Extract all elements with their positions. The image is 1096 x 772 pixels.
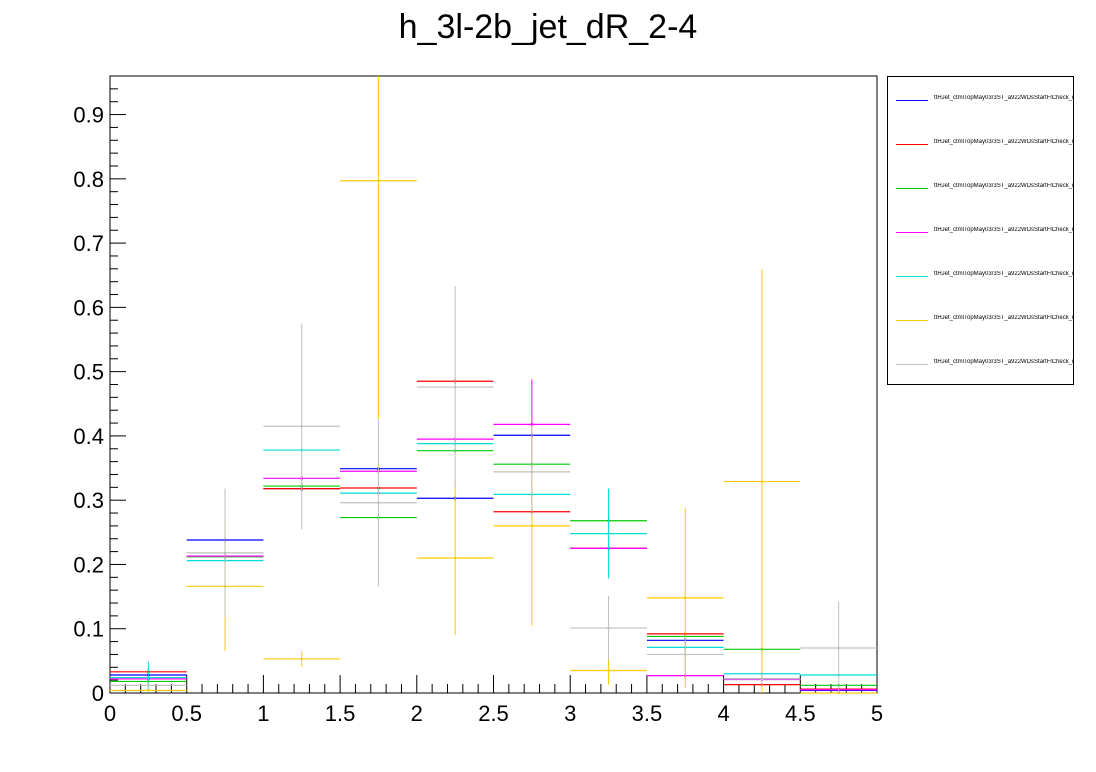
data-point	[147, 683, 150, 687]
axis-tick-labels: 0 0.5 1 1.5 2 2.5 3 3.5 4 4.5 5 0 0.1 0.2 0.3 0.4 0.5 0.6…	[73, 103, 883, 726]
legend-swatch	[896, 100, 928, 101]
legend-entry: ttHJet_ctmlTopMay03/3ST_a922WDsStartFlCh…	[894, 314, 1074, 328]
legend-entry: ttHJet_ctmlTopMay03/3ST_a922WDsStartFlCh…	[894, 94, 1074, 108]
data-point	[760, 677, 764, 681]
data-point	[530, 423, 534, 426]
legend-label: ttHJet_ctmlTopMay03/3ST_a922WDsStartFlCh…	[934, 315, 1074, 321]
legend-label: ttHJet_ctmlTopMay03/3ST_a922WDsStartFlCh…	[934, 183, 1074, 189]
data-point	[837, 646, 840, 650]
y-tick-label: 0	[92, 681, 104, 706]
data-point	[760, 480, 764, 483]
data-point	[223, 551, 227, 555]
legend-label: ttHJet_ctmlTopMay03/3ST_a922WDsStartFlCh…	[934, 359, 1074, 365]
data-point	[607, 669, 610, 672]
x-tick-label: 0	[104, 701, 116, 726]
data-point	[683, 653, 687, 656]
data-point	[147, 689, 150, 692]
x-tick-label: 5	[871, 701, 883, 726]
x-tick-label: 4.5	[785, 701, 816, 726]
x-tick-label: 4	[717, 701, 729, 726]
data-point	[453, 556, 457, 560]
x-tick-label: 3	[564, 701, 576, 726]
legend-label: ttHJet_ctmlTopMay03/3ST_a922WDsStartFlCh…	[934, 95, 1074, 101]
data-point	[453, 385, 457, 389]
data-point	[530, 470, 534, 474]
data-point	[530, 524, 534, 528]
legend-entry: ttHJet_ctmlTopMay03/3ST_a922WDsStartFlCh…	[894, 358, 1074, 372]
legend-swatch	[896, 276, 928, 277]
legend: ttHJet_ctmlTopMay03/3ST_a922WDsStartFlCh…	[887, 76, 1074, 385]
y-tick-label: 0.6	[73, 295, 104, 320]
data-point	[300, 657, 304, 661]
chart-title: h_3l-2b_jet_dR_2-4	[398, 8, 698, 46]
x-tick-label: 2.5	[478, 701, 509, 726]
x-tick-label: 1.5	[325, 701, 356, 726]
data-point	[607, 532, 610, 535]
legend-entry: ttHJet_ctmlTopMay03/3ST_a922WDsStartFlCh…	[894, 270, 1074, 284]
data-point	[300, 424, 304, 428]
x-tick-label: 0.5	[171, 701, 202, 726]
data-point	[377, 501, 380, 505]
y-tick-label: 0.7	[73, 231, 104, 256]
legend-swatch	[896, 364, 928, 365]
y-tick-label: 0.2	[73, 552, 104, 577]
data-point	[683, 596, 687, 600]
data-point	[607, 626, 610, 630]
y-tick-label: 0.4	[73, 424, 104, 449]
legend-label: ttHJet_ctmlTopMay03/3ST_a922WDsStartFlCh…	[934, 227, 1074, 233]
x-tick-label: 1	[257, 701, 269, 726]
legend-swatch	[896, 232, 928, 233]
series-6	[110, 286, 877, 693]
legend-swatch	[896, 188, 928, 189]
legend-entry: ttHJet_ctmlTopMay03/3ST_a922WDsStartFlCh…	[894, 138, 1074, 152]
y-tick-label: 0.8	[73, 167, 104, 192]
legend-entry: ttHJet_ctmlTopMay03/3ST_a922WDsStartFlCh…	[894, 182, 1074, 196]
y-tick-label: 0.9	[73, 103, 104, 128]
y-tick-label: 0.1	[73, 617, 104, 642]
data-point	[147, 676, 150, 679]
histogram-marks	[110, 76, 877, 695]
y-tick-label: 0.3	[73, 488, 104, 513]
data-point	[377, 179, 380, 183]
x-tick-label: 2	[411, 701, 423, 726]
legend-entry: ttHJet_ctmlTopMay03/3ST_a922WDsStartFlCh…	[894, 226, 1074, 240]
x-tick-label: 3.5	[632, 701, 663, 726]
legend-label: ttHJet_ctmlTopMay03/3ST_a922WDsStartFlCh…	[934, 139, 1074, 145]
legend-label: ttHJet_ctmlTopMay03/3ST_a922WDsStartFlCh…	[934, 271, 1074, 277]
y-tick-label: 0.5	[73, 360, 104, 385]
legend-swatch	[896, 144, 928, 145]
legend-swatch	[896, 320, 928, 321]
